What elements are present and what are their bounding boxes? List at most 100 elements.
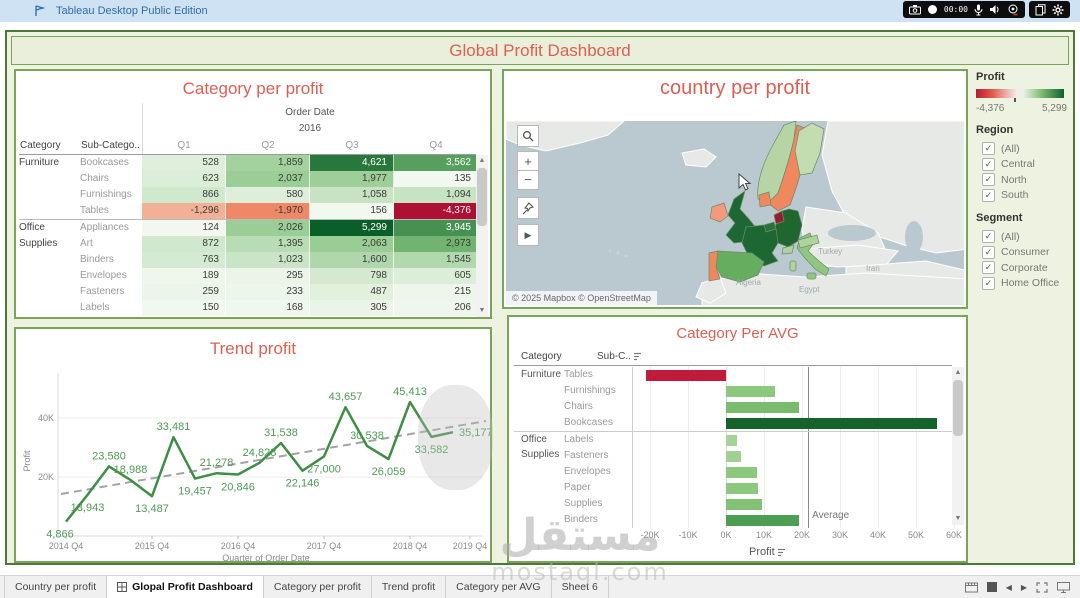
scroll-thumb[interactable]: [953, 380, 963, 436]
heatmap-cell[interactable]: 528: [142, 155, 226, 171]
country-ireland[interactable]: [709, 202, 729, 223]
country-portugal[interactable]: [708, 250, 721, 282]
checkbox-checked-icon[interactable]: ✓: [982, 157, 995, 171]
profit-color-gradient[interactable]: [976, 89, 1064, 98]
tab-glopal-profit-dashboard[interactable]: Glopal Profit Dashboard: [107, 576, 264, 598]
checkbox-checked-icon[interactable]: ✓: [982, 230, 995, 243]
heatmap-cell[interactable]: 2,037: [226, 171, 310, 187]
checkbox-checked-icon[interactable]: ✓: [982, 276, 995, 290]
microphone-icon[interactable]: [974, 4, 983, 16]
heatmap-cell[interactable]: 135: [394, 171, 478, 187]
country-finland[interactable]: [794, 122, 825, 176]
checkbox-checked-icon[interactable]: ✓: [982, 261, 995, 274]
tab-sheet-6[interactable]: Sheet 6: [552, 576, 609, 598]
checkbox-checked-icon[interactable]: ✓: [982, 188, 995, 202]
heatmap-cell[interactable]: 3,562: [394, 155, 478, 171]
heatmap-cell[interactable]: 3,945: [394, 220, 478, 236]
tab-category-per-profit[interactable]: Category per profit: [264, 576, 372, 598]
heatmap-cell[interactable]: 189: [142, 268, 226, 284]
show-sheet-sorter-icon[interactable]: [986, 582, 997, 592]
presentation-mode-icon[interactable]: [1057, 581, 1070, 593]
scroll-up-arrow[interactable]: ▲: [952, 367, 964, 379]
heatmap-cell[interactable]: 763: [142, 252, 226, 268]
heatmap-cell[interactable]: 305: [310, 300, 394, 316]
scroll-thumb[interactable]: [477, 168, 487, 226]
profit-bar-fasteners[interactable]: [726, 450, 741, 462]
heatmap-cell[interactable]: 1,600: [310, 252, 394, 268]
heatmap-cell[interactable]: 487: [310, 284, 394, 300]
scroll-down-arrow[interactable]: ▼: [476, 305, 488, 317]
region-filter-central[interactable]: ✓ Central: [982, 157, 1035, 172]
previous-sheet-icon[interactable]: ◀: [1005, 582, 1012, 592]
profit-bar-supplies[interactable]: [726, 498, 762, 510]
heatmap-cell[interactable]: 2,026: [226, 220, 310, 236]
heatmap-cell[interactable]: 206: [394, 300, 478, 316]
profit-line-series[interactable]: [65, 400, 454, 523]
heatmap-cell[interactable]: -4,376: [394, 203, 478, 219]
heatmap-cell[interactable]: 259: [142, 284, 226, 300]
heatmap-cell[interactable]: 5,299: [310, 220, 394, 236]
profit-bar-labels[interactable]: [726, 434, 738, 446]
heatmap-cell[interactable]: 1,023: [226, 252, 310, 268]
heatmap-cell[interactable]: 866: [142, 187, 226, 203]
tab-trend-profit[interactable]: Trend profit: [372, 576, 447, 598]
avg-axis-title[interactable]: Profit: [749, 546, 787, 558]
trend-line-chart[interactable]: 20K 40K 2014 Q4 2015 Q4 2016 Q4 2017 Q4 2018 Q…: [16, 361, 490, 561]
map-zoom-out-button[interactable]: −: [517, 170, 539, 190]
heatmap-cell[interactable]: 215: [394, 284, 478, 300]
next-sheet-icon[interactable]: ▶: [1020, 582, 1027, 592]
record-icon[interactable]: [927, 4, 938, 15]
heatmap-cell[interactable]: 2,973: [394, 236, 478, 252]
heatmap-cell[interactable]: 295: [226, 268, 310, 284]
heatmap-cell[interactable]: 2,063: [310, 236, 394, 252]
region-filter-south[interactable]: ✓ South: [982, 188, 1028, 203]
heatmap-cell[interactable]: 1,859: [226, 155, 310, 171]
heatmap-cell[interactable]: -1,970: [226, 203, 310, 219]
profit-bar-envelopes[interactable]: [726, 466, 757, 478]
heatmap-cell[interactable]: 1,395: [226, 236, 310, 252]
heatmap-cell[interactable]: 150: [142, 300, 226, 316]
heatmap-cell[interactable]: 1,058: [310, 187, 394, 203]
segment-filter-consumer[interactable]: ✓ Consumer: [982, 245, 1049, 260]
heatmap-cell[interactable]: 1,545: [394, 252, 478, 268]
heatmap-cell[interactable]: 623: [142, 171, 226, 187]
heatmap-cell[interactable]: 798: [310, 268, 394, 284]
profit-bar-furnishings[interactable]: [726, 385, 776, 397]
checkbox-checked-icon[interactable]: ✓: [982, 245, 995, 259]
checkbox-checked-icon[interactable]: ✓: [982, 173, 995, 186]
heatmap-cell[interactable]: 233: [226, 284, 310, 300]
heatmap-cell[interactable]: 124: [142, 220, 226, 236]
country-switzerland[interactable]: [781, 244, 795, 255]
profit-bar-chairs[interactable]: [726, 401, 800, 413]
profit-bar-tables[interactable]: [646, 369, 726, 381]
region-filter-all[interactable]: ✓ (All): [982, 141, 1020, 156]
map-pin-button[interactable]: [517, 197, 539, 219]
heatmap-cell[interactable]: 4,621: [310, 155, 394, 171]
fullscreen-icon[interactable]: [1036, 581, 1048, 593]
map-pan-right-button[interactable]: ▶: [517, 224, 539, 246]
map-area[interactable]: Turkey Iran Algeria Egypt + − ▶ © 2025 Mapb…: [506, 121, 964, 305]
checkbox-checked-icon[interactable]: ✓: [982, 142, 995, 155]
tab-category-per-avg[interactable]: Category per AVG: [446, 576, 552, 598]
profit-bar-paper[interactable]: [726, 482, 758, 494]
copy-pages-icon[interactable]: [1035, 3, 1046, 16]
profit-bar-binders[interactable]: [726, 514, 799, 526]
webcam-icon[interactable]: [1007, 4, 1019, 16]
heatmap-cell[interactable]: 156: [310, 203, 394, 219]
segment-filter-all[interactable]: ✓ (All): [982, 229, 1020, 244]
heatmap-cell[interactable]: 1,977: [310, 171, 394, 187]
tab-country-per-profit[interactable]: Country per profit: [4, 576, 108, 598]
profit-bar-bookcases[interactable]: [726, 417, 938, 429]
heatmap-scrollbar[interactable]: ▲ ▼: [476, 155, 488, 317]
scroll-up-arrow[interactable]: ▲: [476, 155, 488, 167]
heatmap-cell[interactable]: 168: [226, 300, 310, 316]
avg-scrollbar[interactable]: ▲ ▼: [952, 367, 964, 525]
heatmap-cell[interactable]: 1,094: [394, 187, 478, 203]
country-austria[interactable]: [797, 234, 820, 249]
map-search-button[interactable]: [517, 125, 539, 147]
segment-filter-corporate[interactable]: ✓ Corporate: [982, 260, 1048, 275]
heatmap-cell[interactable]: 580: [226, 187, 310, 203]
heatmap-cell[interactable]: 872: [142, 236, 226, 252]
screenshot-camera-icon[interactable]: [908, 4, 921, 15]
average-reference-line[interactable]: [808, 367, 810, 528]
